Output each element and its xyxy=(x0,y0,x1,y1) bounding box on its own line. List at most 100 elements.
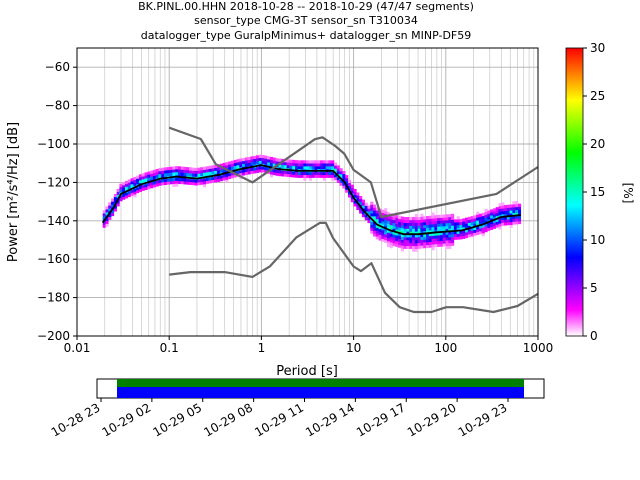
density-cell xyxy=(504,207,508,212)
density-cell xyxy=(437,223,441,227)
density-cell xyxy=(219,178,223,182)
density-cell xyxy=(490,209,494,213)
density-cell xyxy=(155,171,159,176)
density-cell xyxy=(147,174,151,178)
density-cell xyxy=(431,212,435,216)
density-cell xyxy=(311,160,315,164)
density-cell xyxy=(253,170,257,174)
density-cell xyxy=(297,160,301,164)
density-cell xyxy=(403,219,407,224)
data-coverage-band xyxy=(117,379,524,387)
density-cell xyxy=(459,230,463,234)
density-cell xyxy=(451,225,455,229)
density-cell xyxy=(289,165,293,169)
density-cell xyxy=(367,211,371,215)
density-cell xyxy=(175,183,179,187)
density-cell xyxy=(172,183,176,187)
density-cell xyxy=(161,170,165,174)
density-cell xyxy=(169,169,173,173)
density-cell xyxy=(342,173,346,178)
density-cell xyxy=(216,170,221,174)
density-cell xyxy=(300,174,304,178)
density-cell xyxy=(191,173,195,177)
density-cell xyxy=(506,216,510,220)
density-cell xyxy=(328,174,332,178)
density-cell xyxy=(392,234,396,238)
density-cell xyxy=(108,202,112,206)
density-cell xyxy=(364,208,368,212)
density-cell xyxy=(492,214,496,218)
density-cell xyxy=(297,166,301,170)
density-cell xyxy=(113,208,117,212)
density-cell xyxy=(108,208,112,212)
density-cell xyxy=(331,174,335,178)
density-cell xyxy=(425,244,430,248)
timeline-tick-label: 10-29 11 xyxy=(252,400,306,439)
density-cell xyxy=(180,169,184,173)
density-cell xyxy=(152,181,156,185)
density-cell xyxy=(509,213,513,217)
density-cell xyxy=(442,223,446,227)
density-cell xyxy=(197,173,201,177)
density-cell xyxy=(102,210,106,214)
density-cell xyxy=(328,163,332,167)
density-cell xyxy=(476,220,480,224)
density-cell xyxy=(303,171,307,176)
density-cell xyxy=(239,161,243,165)
density-cell xyxy=(342,176,346,180)
density-cell xyxy=(481,227,485,231)
density-cell xyxy=(133,194,137,198)
density-cell xyxy=(439,231,444,236)
density-cell xyxy=(451,242,455,246)
density-cell xyxy=(211,165,215,169)
density-cell xyxy=(250,156,254,160)
density-cell xyxy=(116,191,120,195)
density-cell xyxy=(308,163,313,167)
density-cell xyxy=(400,233,404,238)
density-cell xyxy=(233,165,237,169)
colorbar-tick-label: 30 xyxy=(590,41,605,55)
density-cell xyxy=(116,194,120,198)
density-cell xyxy=(431,241,435,245)
density-cell xyxy=(194,182,198,186)
density-cell xyxy=(400,225,404,229)
density-cell xyxy=(350,190,354,194)
density-cell xyxy=(509,207,513,211)
density-cell xyxy=(487,210,491,214)
density-cell xyxy=(490,220,494,225)
density-cell xyxy=(412,219,416,224)
density-cell xyxy=(105,223,109,227)
density-cell xyxy=(392,242,396,247)
density-cell xyxy=(175,177,179,181)
density-cell xyxy=(197,167,201,171)
density-cell xyxy=(297,163,301,167)
density-cell xyxy=(356,192,360,196)
density-cell xyxy=(448,216,452,221)
density-cell xyxy=(384,208,388,212)
density-cell xyxy=(361,211,365,215)
density-cell xyxy=(476,228,480,233)
density-cell xyxy=(495,210,499,214)
density-cell xyxy=(409,234,413,238)
density-cell xyxy=(445,222,449,227)
density-cell xyxy=(386,232,391,236)
density-cell xyxy=(205,172,209,176)
density-cell xyxy=(445,228,449,232)
density-cell xyxy=(289,174,293,178)
density-cell xyxy=(470,233,474,237)
density-cell xyxy=(347,194,352,198)
density-cell xyxy=(428,215,432,219)
density-cell xyxy=(428,224,432,228)
density-cell xyxy=(439,214,444,218)
density-cell xyxy=(172,180,176,184)
density-cell xyxy=(476,231,480,235)
density-cell xyxy=(113,205,117,209)
density-cell xyxy=(386,229,391,233)
density-cell xyxy=(412,231,416,235)
density-cell xyxy=(504,219,508,223)
density-cell xyxy=(281,164,285,168)
density-cell xyxy=(253,167,257,171)
density-cell xyxy=(269,156,274,161)
density-cell xyxy=(328,160,332,164)
density-cell xyxy=(470,221,474,226)
